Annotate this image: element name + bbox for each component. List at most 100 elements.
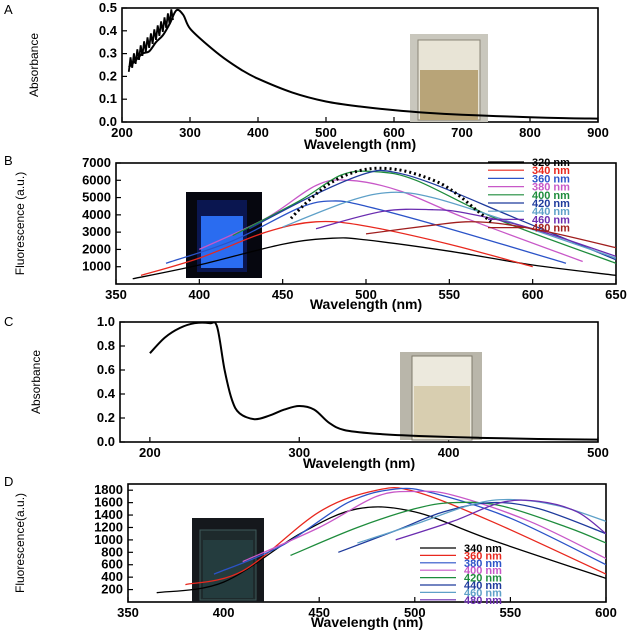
inset-photo [400,352,482,441]
series-group [132,166,616,280]
x-tick-label: 400 [188,287,210,302]
series-line [165,200,567,264]
plot-frame [121,7,599,123]
y-tick-label: 0.0 [97,434,115,449]
series-group [149,322,598,441]
y-tick-label: 1200 [94,519,123,534]
legend-entry: 460 nm [532,214,570,226]
x-tick-label: 600 [595,605,617,620]
x-tick-label: 400 [438,445,460,460]
cuvette-liquid [414,386,470,438]
x-axis-label: Wavelength (nm) [304,136,416,152]
y-tick-label: 1000 [94,532,123,547]
x-tick-label: 300 [288,445,310,460]
x-tick-label: 800 [519,125,541,140]
panel-letter: C [4,314,13,329]
x-tick-label: 200 [139,445,161,460]
series-line [232,170,616,264]
series-noise [127,9,174,72]
y-axis-label: Absorbance [29,350,43,414]
y-axis-label: Fluorescence(a.u.) [13,493,27,593]
y-tick-label: 1.0 [97,314,115,329]
x-tick-label: 500 [587,445,609,460]
legend-entry: 340 nm [464,543,502,555]
y-tick-label: 1800 [94,482,123,497]
x-tick-label: 900 [587,125,609,140]
y-tick-label: 1600 [94,495,123,510]
x-axis-label: Wavelength (nm) [310,296,422,312]
x-tick-label: 650 [605,287,627,302]
y-tick-label: 400 [101,569,123,584]
y-axis-label: Fluorescence (a.u.) [13,172,27,275]
y-tick-label: 200 [101,582,123,597]
inset-photo [410,34,488,122]
legend-entry: 340 nm [532,165,570,177]
y-tick-label: 800 [101,544,123,559]
panel-a: A 200 300 400 500 600 700 800 900 0.0 0.1 0.2 0.3 0.4… [4,0,609,152]
panel-letter: D [4,474,13,489]
legend-entry: 320 nm [532,157,570,169]
inset-photo [186,192,262,278]
series-line [213,487,606,575]
series-line [156,506,606,594]
x-tick-label: 450 [272,287,294,302]
series-line [282,191,616,259]
series-line [140,220,533,277]
legend-entry: 460 nm [464,587,502,599]
x-axis-label: Wavelength (nm) [303,455,415,471]
y-tick-label: 4000 [82,207,111,222]
y-tick-label: 0.2 [99,68,117,83]
y-tick-label: 2000 [82,241,111,256]
panel-c: C 200 300 400 500 0.0 0.2 0.4 0.6 0.8 1.0 Wavelengt… [4,314,609,471]
series-line [290,501,606,557]
x-tick-label: 550 [438,287,460,302]
y-tick-label: 600 [101,557,123,572]
legend-entry: 440 nm [532,206,570,218]
x-tick-label: 450 [308,605,330,620]
y-tick-label: 0.6 [97,362,115,377]
x-tick-label: 350 [105,287,127,302]
x-tick-label: 500 [355,287,377,302]
series-line [149,322,598,441]
x-tick-label: 200 [111,125,133,140]
cuvette-glow [201,216,243,268]
series-line [185,486,606,586]
x-tick-label: 700 [451,125,473,140]
series-line [132,237,616,280]
y-tick-label: 6000 [82,172,111,187]
x-tick-label: 600 [383,125,405,140]
legend-entry: 480 nm [464,595,502,607]
series-line [242,490,606,563]
y-tick-label: 0.4 [97,386,116,401]
series-line [128,8,598,120]
series-line [365,221,616,249]
y-tick-label: 0.8 [97,338,115,353]
y-tick-label: 7000 [82,155,111,170]
y-tick-label: 0.1 [99,91,117,106]
legend-entry: 420 nm [532,198,570,210]
x-tick-label: 550 [500,605,522,620]
series-line [248,169,616,261]
y-tick-label: 1400 [94,507,123,522]
series-group [156,486,606,594]
y-tick-label: 0.4 [99,23,118,38]
inset-photo [192,518,264,602]
panel-b: B 350 400 450 500 550 600 650 1000 2000 3000 4000 50… [4,153,627,312]
series-line [315,208,616,257]
y-tick-label: 5000 [82,190,111,205]
plot-frame [119,321,599,443]
legend-entry: 380 nm [532,182,570,194]
x-tick-label: 500 [404,605,426,620]
x-tick-label: 350 [117,605,139,620]
legend-entry: 400 nm [464,565,502,577]
x-tick-label: 300 [179,125,201,140]
x-tick-label: 400 [213,605,235,620]
x-tick-label: 600 [522,287,544,302]
x-tick-label: 500 [315,125,337,140]
y-tick-label: 0.5 [99,0,117,15]
panel-letter: B [4,153,13,168]
y-tick-label: 0.2 [97,410,115,425]
legend-entry: 440 nm [464,580,502,592]
